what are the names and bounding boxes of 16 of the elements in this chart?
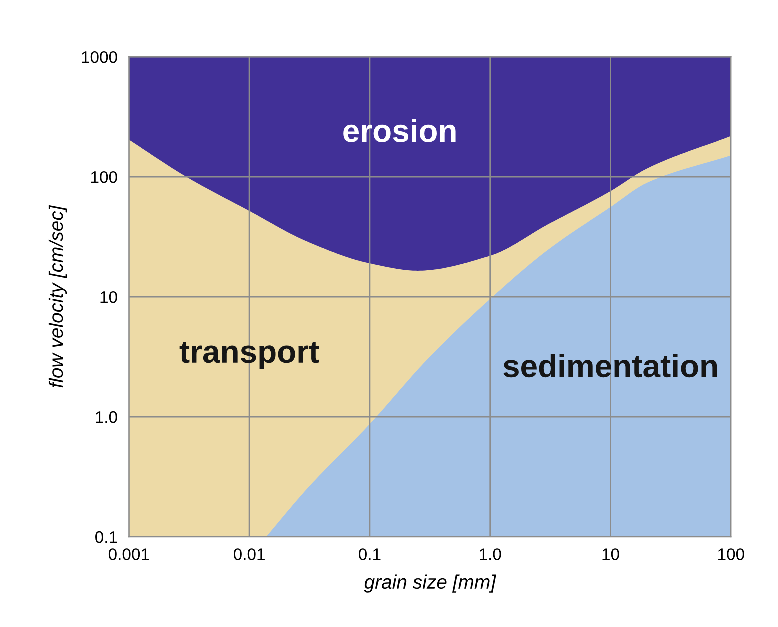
series-label: erosion bbox=[344, 118, 456, 142]
y-axis-title: flow velocity [cm/sec] bbox=[48, 205, 68, 388]
y-tick-label: 1.0 bbox=[96, 411, 118, 424]
y-tick-label: 1000 bbox=[82, 51, 118, 64]
y-tick-label: 10 bbox=[100, 291, 118, 304]
series-label: transport bbox=[180, 342, 320, 370]
x-tick-label: 0.1 bbox=[359, 548, 381, 560]
x-tick-label: 1.0 bbox=[480, 548, 502, 560]
x-tick-label: 0.01 bbox=[234, 548, 265, 560]
y-tick-label: 100 bbox=[92, 171, 118, 184]
x-axis-title: grain size [mm] bbox=[364, 574, 496, 593]
x-tick-label: 0.001 bbox=[108, 548, 150, 560]
x-tick-label: 100 bbox=[718, 548, 744, 560]
x-tick-label: 10 bbox=[602, 548, 620, 560]
y-tick-label: 0.1 bbox=[96, 531, 118, 544]
series-label: sedimentation bbox=[504, 354, 718, 378]
